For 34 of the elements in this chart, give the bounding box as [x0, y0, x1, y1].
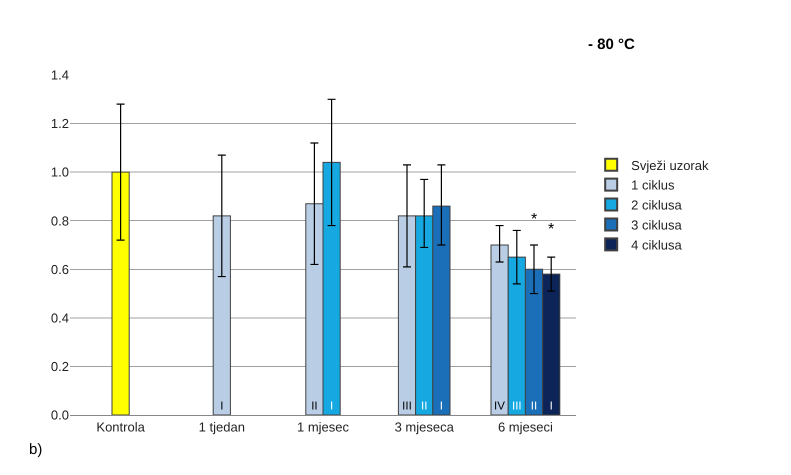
- y-tick-label: 0.6: [50, 262, 69, 277]
- x-tick-label: Kontrola: [96, 420, 146, 435]
- legend-label: 3 ciklusa: [631, 218, 683, 233]
- legend-label: 4 ciklusa: [631, 237, 683, 252]
- data-label: I: [550, 400, 553, 412]
- annotation: *: [531, 211, 538, 228]
- y-tick-label: 0.8: [50, 213, 69, 228]
- y-tick-label: 1.4: [50, 68, 69, 83]
- x-tick-label: 1 mjesec: [296, 420, 350, 435]
- data-label: III: [512, 400, 522, 412]
- legend-label: Svježi uzorak: [631, 158, 709, 173]
- data-label: I: [330, 400, 334, 412]
- data-label: II: [530, 400, 538, 412]
- bar: [212, 215, 231, 415]
- data-label: III: [402, 400, 412, 412]
- data-label: I: [440, 400, 444, 412]
- data-label: II: [311, 400, 318, 412]
- text: b): [29, 441, 42, 458]
- x-tick-label: 1 tjedan: [198, 420, 245, 435]
- x-tick-label: 6 mjeseci: [498, 420, 553, 435]
- data-label: II: [420, 400, 428, 412]
- data-label: IV: [494, 400, 506, 412]
- y-tick-label: 1.2: [50, 116, 69, 132]
- y-tick-label: 0.0: [50, 408, 69, 423]
- y-tick-label: 0.2: [50, 358, 69, 374]
- x-tick-label: 3 mjeseca: [394, 420, 455, 435]
- text: - 80 °C: [588, 36, 636, 53]
- bar: [112, 172, 130, 415]
- annotation: *: [548, 221, 554, 238]
- legend-label: 2 ciklusa: [631, 198, 683, 213]
- legend-label: 1 ciklus: [631, 178, 676, 193]
- data-label: I: [220, 400, 224, 412]
- y-tick-label: 1.0: [50, 164, 69, 180]
- y-tick-label: 0.4: [50, 310, 69, 326]
